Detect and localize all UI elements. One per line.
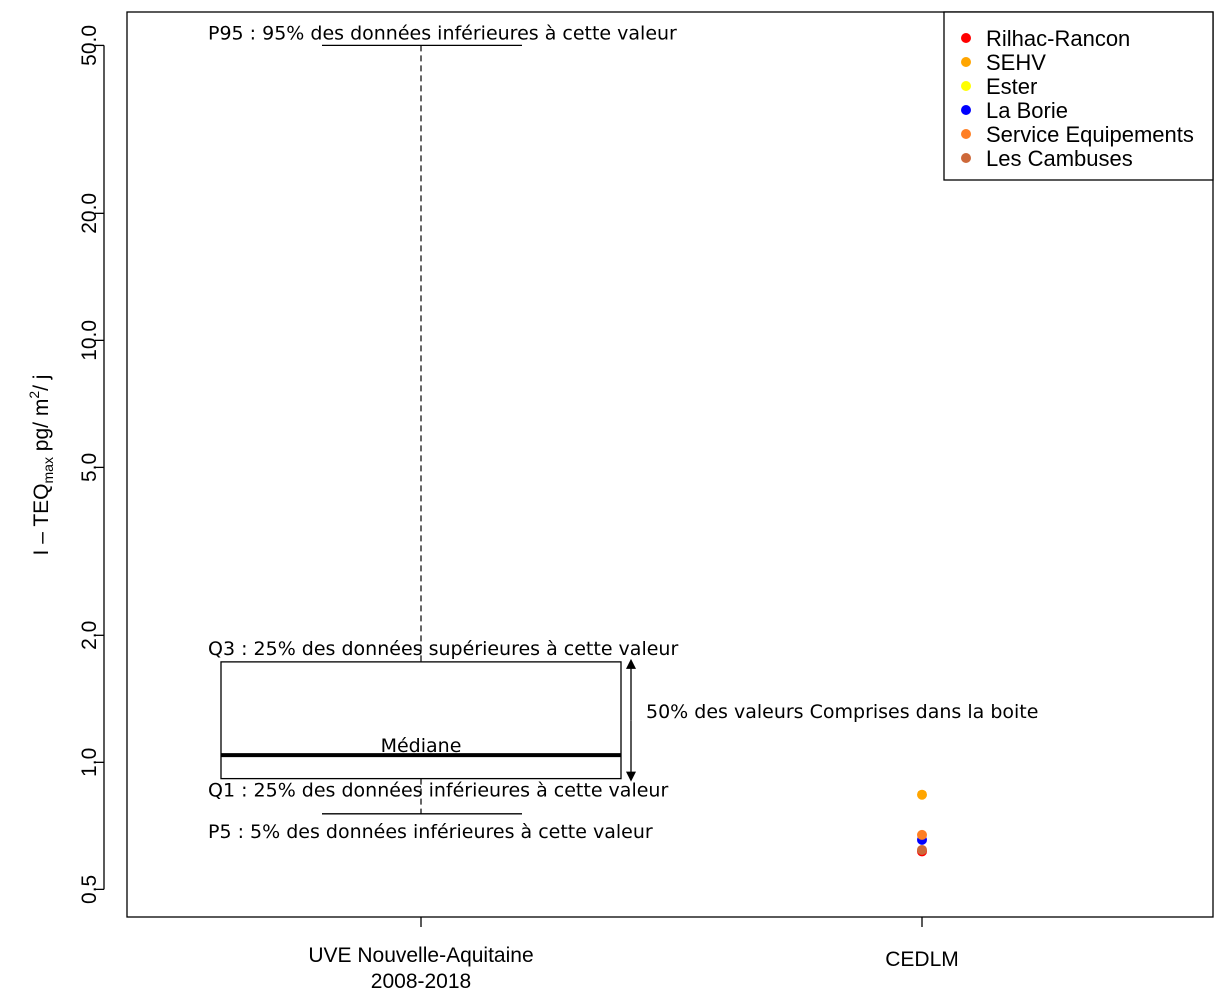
- x-axis: UVE Nouvelle-Aquitaine 2008-2018 CEDLM: [308, 917, 959, 993]
- legend-entry-label: La Borie: [986, 98, 1068, 123]
- data-point: [917, 844, 927, 855]
- legend-entry-label: SEHV: [986, 50, 1046, 75]
- data-point: [917, 829, 927, 840]
- x-category-label: 2008-2018: [371, 970, 471, 993]
- p95-annotation: P95 : 95% des données inférieures à cett…: [208, 22, 677, 44]
- boxplot: [220, 44, 622, 815]
- median-annotation: Médiane: [381, 735, 462, 757]
- y-tick-label: 10.0: [78, 320, 101, 361]
- q3-annotation: Q3 : 25% des données supérieures à cette…: [208, 638, 678, 660]
- plot-frame: [126, 11, 1214, 918]
- box-annotation: 50% des valeurs Comprises dans la boite: [646, 701, 1038, 723]
- data-point: [917, 789, 927, 800]
- annotations: P95 : 95% des données inférieures à cett…: [208, 22, 1038, 842]
- box: [220, 661, 622, 780]
- legend-marker: [961, 81, 971, 91]
- y-tick-label: 5.0: [78, 453, 101, 482]
- y-tick-label: 1.0: [78, 748, 101, 777]
- p5-annotation: P5 : 5% des données inférieures à cette …: [208, 821, 653, 843]
- legend-marker: [961, 57, 971, 67]
- q1-annotation: Q1 : 25% des données inférieures à cette…: [208, 780, 668, 802]
- legend-entry-label: Rilhac-Rancon: [986, 26, 1130, 51]
- y-axis: 0.5 1.0 2.0 5.0 10.0 20.0 50.0: [78, 25, 105, 904]
- legend-marker: [961, 105, 971, 115]
- legend-marker: [961, 129, 971, 139]
- x-category-label: UVE Nouvelle-Aquitaine: [308, 944, 533, 967]
- data-points: [917, 789, 927, 857]
- y-tick-label: 2.0: [78, 621, 101, 650]
- y-tick-label: 20.0: [78, 193, 101, 234]
- legend-entry-label: Les Cambuses: [986, 146, 1133, 171]
- legend-entry-label: Service Equipements: [986, 122, 1194, 147]
- legend-entry-label: Ester: [986, 74, 1037, 99]
- y-tick-label: 0.5: [78, 875, 101, 904]
- legend-frame: [943, 11, 1214, 181]
- legend-marker: [961, 33, 971, 43]
- y-axis-label: I – TEQmax pg/ m2/ j: [26, 375, 56, 556]
- y-tick-label: 50.0: [78, 25, 101, 66]
- x-category-label: CEDLM: [885, 948, 959, 971]
- legend-marker: [961, 153, 971, 163]
